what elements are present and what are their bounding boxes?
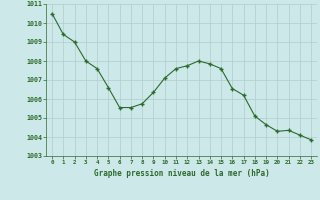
X-axis label: Graphe pression niveau de la mer (hPa): Graphe pression niveau de la mer (hPa) <box>94 169 269 178</box>
